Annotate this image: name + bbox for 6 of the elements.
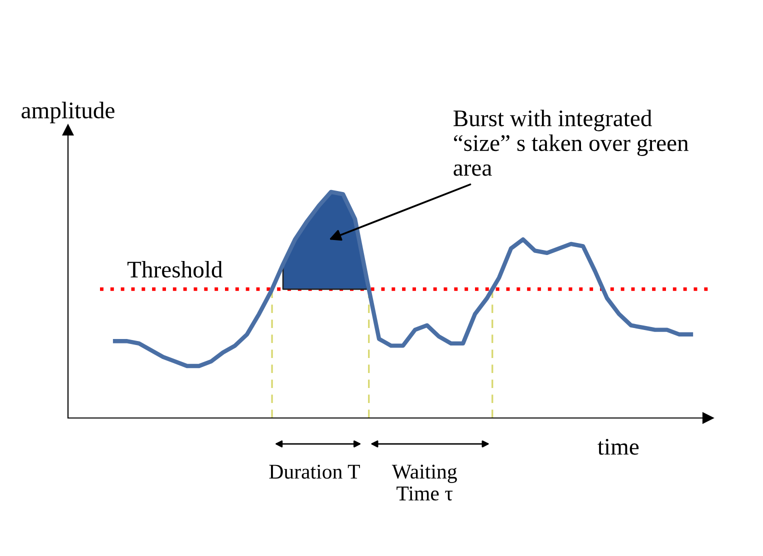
x-axis-title: time (598, 438, 639, 455)
text: Duration T (269, 464, 360, 479)
text: Burst with integrated “size” s taken over green area (454, 110, 688, 176)
ref-line-label: Threshold (127, 260, 222, 278)
text: Waiting Time τ (392, 464, 457, 501)
y-axis-title: amplitude (22, 102, 114, 124)
